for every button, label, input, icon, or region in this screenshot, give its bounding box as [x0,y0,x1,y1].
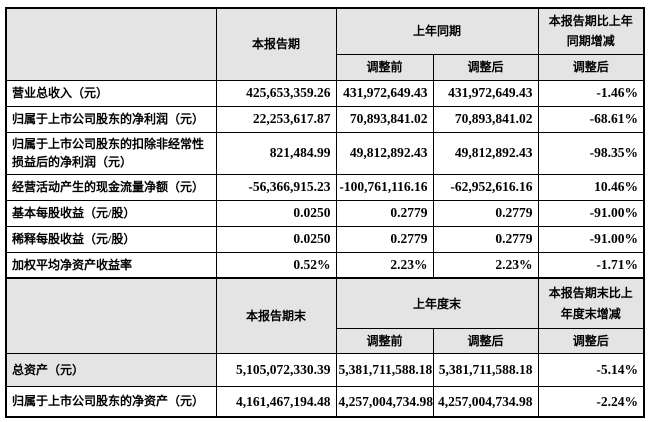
header-period-end-change-group: 本报告期末比上年度末增减 [537,277,645,329]
change-value-cell: -1.71% [537,251,645,279]
current-period-value-cell: 0.52% [215,251,337,279]
table-row-net-assets: 归属于上市公司股东的净资产（元） 4,161,467,194.48 4,257,… [5,386,645,418]
current-period-value-cell: 0.0250 [215,225,337,253]
header-adjust-after: 调整后 [432,53,539,81]
header-change-group: 本报告期比上年同期增减 [537,7,645,55]
row-label-cell: 营业总收入（元） [5,79,217,107]
change-value-cell: -91.00% [537,199,645,227]
prior-before-value-cell: 49,812,892.43 [335,131,434,175]
prior-before-value-cell: 431,972,649.43 [335,79,434,107]
header-adjust-after: 调整后 [432,327,539,355]
change-value-cell: -1.46% [537,79,645,107]
current-period-value-cell: 22,253,617.87 [215,105,337,133]
change-value-cell: -91.00% [537,225,645,253]
header-prior-year-end-group: 上年度末 [335,277,539,329]
prior-after-value-cell: 2.23% [432,251,539,279]
prior-before-value-cell: 70,893,841.02 [335,105,434,133]
row-label-cell: 归属于上市公司股东的扣除非经常性损益后的净利润（元） [5,131,217,175]
change-value-cell: -5.14% [537,353,645,388]
section2-subheader-row: 调整前 调整后 调整后 [6,327,645,355]
table-row-operating-cash-flow: 经营活动产生的现金流量净额（元） -56,366,915.23 -100,761… [5,173,645,201]
table-row-diluted-eps: 稀释每股收益（元/股） 0.0250 0.2779 0.2779 -91.00% [5,225,645,253]
prior-after-value-cell: -62,952,616.16 [432,173,539,201]
table-row-weighted-avg-roe: 加权平均净资产收益率 0.52% 2.23% 2.23% -1.71% [5,251,645,279]
row-label-cell: 基本每股收益（元/股） [5,199,217,227]
header-change-adjust-after: 调整后 [537,53,645,81]
table-row-net-profit: 归属于上市公司股东的净利润（元） 22,253,617.87 70,893,84… [5,105,645,133]
prior-before-value-cell: 0.2779 [335,225,434,253]
header-current-period: 本报告期 [215,7,337,81]
current-period-value-cell: -56,366,915.23 [215,173,337,201]
header-empty-cell [5,277,217,355]
table-row-total-assets: 总资产（元） 5,105,072,330.39 5,381,711,588.18… [5,353,645,388]
prior-before-value-cell: 4,257,004,734.98 [335,386,434,418]
change-value-cell: -2.24% [537,386,645,418]
header-current-period-end: 本报告期末 [215,277,337,355]
table-row-basic-eps: 基本每股收益（元/股） 0.0250 0.2779 0.2779 -91.00% [5,199,645,227]
table-row-net-profit-excl-nonrecurring: 归属于上市公司股东的扣除非经常性损益后的净利润（元） 821,484.99 49… [5,131,645,175]
table-row-total-revenue: 营业总收入（元） 425,653,359.26 431,972,649.43 4… [5,79,645,107]
change-value-cell: -98.35% [537,131,645,175]
header-adjust-before: 调整前 [335,53,434,81]
row-label-cell: 总资产（元） [5,353,217,388]
change-value-cell: 10.46% [537,173,645,201]
row-label-cell: 归属于上市公司股东的净资产（元） [5,386,217,418]
current-period-end-value-cell: 4,161,467,194.48 [215,386,337,418]
prior-after-value-cell: 4,257,004,734.98 [432,386,539,418]
header-prior-period-group: 上年同期 [335,7,539,55]
section1-subheader-row: 调整前 调整后 调整后 [6,53,645,81]
current-period-value-cell: 0.0250 [215,199,337,227]
header-empty-cell [5,7,217,81]
prior-before-value-cell: 0.2779 [335,199,434,227]
prior-after-value-cell: 70,893,841.02 [432,105,539,133]
prior-before-value-cell: 5,381,711,588.18 [335,353,434,388]
row-label-cell: 稀释每股收益（元/股） [5,225,217,253]
header-change-adjust-after: 调整后 [537,327,645,355]
row-label-cell: 归属于上市公司股东的净利润（元） [5,105,217,133]
key-financial-metrics-table: 本报告期 上年同期 本报告期比上年同期增减 调整前 调整后 调整后 营业总收入（… [5,7,646,418]
header-adjust-before: 调整前 [335,327,434,355]
current-period-value-cell: 425,653,359.26 [215,79,337,107]
prior-after-value-cell: 0.2779 [432,225,539,253]
section1-header-row: 本报告期 上年同期 本报告期比上年同期增减 [5,7,645,81]
row-label-cell: 加权平均净资产收益率 [5,251,217,279]
prior-before-value-cell: 2.23% [335,251,434,279]
prior-after-value-cell: 49,812,892.43 [432,131,539,175]
change-value-cell: -68.61% [537,105,645,133]
section2-header-row: 本报告期末 上年度末 本报告期末比上年度末增减 [5,277,645,355]
prior-after-value-cell: 5,381,711,588.18 [432,353,539,388]
prior-before-value-cell: -100,761,116.16 [335,173,434,201]
current-period-value-cell: 821,484.99 [215,131,337,175]
row-label-cell: 经营活动产生的现金流量净额（元） [5,173,217,201]
prior-after-value-cell: 431,972,649.43 [432,79,539,107]
prior-after-value-cell: 0.2779 [432,199,539,227]
current-period-end-value-cell: 5,105,072,330.39 [215,353,337,388]
